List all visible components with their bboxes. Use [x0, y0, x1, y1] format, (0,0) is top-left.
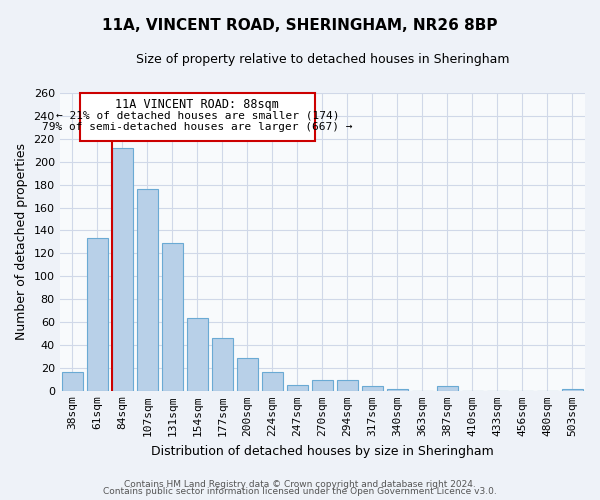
Text: Contains HM Land Registry data © Crown copyright and database right 2024.: Contains HM Land Registry data © Crown c…: [124, 480, 476, 489]
Title: Size of property relative to detached houses in Sheringham: Size of property relative to detached ho…: [136, 52, 509, 66]
Bar: [262, 372, 283, 391]
FancyBboxPatch shape: [80, 93, 315, 141]
Bar: [112, 148, 133, 391]
Bar: [187, 318, 208, 391]
Bar: [437, 386, 458, 391]
Bar: [212, 338, 233, 391]
Bar: [337, 380, 358, 391]
Text: 11A, VINCENT ROAD, SHERINGHAM, NR26 8BP: 11A, VINCENT ROAD, SHERINGHAM, NR26 8BP: [102, 18, 498, 32]
Bar: [362, 386, 383, 391]
Bar: [387, 388, 408, 391]
Bar: [62, 372, 83, 391]
Text: Contains public sector information licensed under the Open Government Licence v3: Contains public sector information licen…: [103, 488, 497, 496]
Bar: [161, 243, 183, 391]
Bar: [86, 238, 108, 391]
Bar: [312, 380, 333, 391]
Bar: [137, 190, 158, 391]
Y-axis label: Number of detached properties: Number of detached properties: [15, 144, 28, 340]
Bar: [287, 385, 308, 391]
Bar: [236, 358, 258, 391]
Text: 79% of semi-detached houses are larger (667) →: 79% of semi-detached houses are larger (…: [42, 122, 353, 132]
Bar: [562, 388, 583, 391]
X-axis label: Distribution of detached houses by size in Sheringham: Distribution of detached houses by size …: [151, 444, 494, 458]
Text: 11A VINCENT ROAD: 88sqm: 11A VINCENT ROAD: 88sqm: [115, 98, 279, 110]
Text: ← 21% of detached houses are smaller (174): ← 21% of detached houses are smaller (17…: [56, 110, 339, 120]
